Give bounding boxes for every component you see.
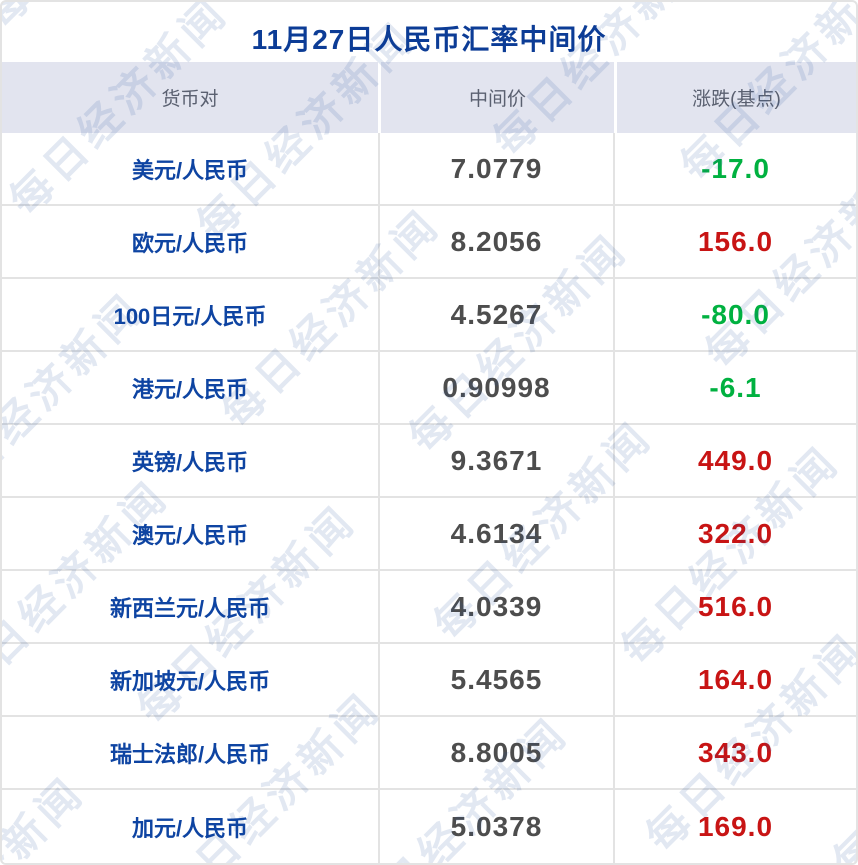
header-mid-price: 中间价 — [381, 62, 614, 133]
change-value: 169.0 — [697, 810, 774, 842]
currency-pair-cell: 新加坡元/人民币 — [2, 644, 380, 715]
table-row: 瑞士法郎/人民币 8.8005 343.0 — [2, 717, 856, 790]
mid-price-value: 4.6134 — [450, 517, 543, 549]
change-value: 516.0 — [697, 590, 774, 622]
mid-price-cell: 8.8005 — [380, 717, 615, 788]
title-bar: 11月27日人民币汇率中间价 — [2, 2, 856, 62]
table-row: 澳元/人民币 4.6134 322.0 — [2, 498, 856, 571]
change-value: 449.0 — [697, 444, 774, 476]
table-row: 100日元/人民币 4.5267 -80.0 — [2, 279, 856, 352]
change-value: 343.0 — [697, 736, 774, 768]
currency-pair-label: 欧元/人民币 — [131, 230, 249, 256]
mid-price-cell: 5.4565 — [380, 644, 615, 715]
header-currency-pair: 货币对 — [2, 62, 378, 133]
change-value: 322.0 — [697, 517, 774, 549]
currency-pair-cell: 瑞士法郎/人民币 — [2, 717, 380, 788]
change-cell: -80.0 — [615, 279, 856, 350]
currency-pair-cell: 英镑/人民币 — [2, 425, 380, 496]
change-value: 164.0 — [697, 663, 774, 695]
table-row: 欧元/人民币 8.2056 156.0 — [2, 206, 856, 279]
mid-price-cell: 8.2056 — [380, 206, 615, 277]
currency-pair-cell: 加元/人民币 — [2, 790, 380, 863]
table-row: 英镑/人民币 9.3671 449.0 — [2, 425, 856, 498]
currency-pair-cell: 新西兰元/人民币 — [2, 571, 380, 642]
change-cell: -6.1 — [615, 352, 856, 423]
mid-price-value: 9.3671 — [450, 444, 543, 476]
mid-price-value: 5.0378 — [450, 810, 543, 842]
currency-pair-label: 瑞士法郎/人民币 — [109, 741, 271, 767]
currency-pair-cell: 100日元/人民币 — [2, 279, 380, 350]
table-row: 新加坡元/人民币 5.4565 164.0 — [2, 644, 856, 717]
mid-price-cell: 4.5267 — [380, 279, 615, 350]
change-cell: 449.0 — [615, 425, 856, 496]
currency-pair-cell: 欧元/人民币 — [2, 206, 380, 277]
table-body: 美元/人民币 7.0779 -17.0 欧元/人民币 8.2056 156.0 … — [2, 133, 856, 863]
currency-pair-label: 100日元/人民币 — [113, 303, 267, 329]
mid-price-cell: 9.3671 — [380, 425, 615, 496]
table-header: 货币对 中间价 涨跌(基点) — [2, 62, 856, 133]
table-row: 新西兰元/人民币 4.0339 516.0 — [2, 571, 856, 644]
change-value: -6.1 — [709, 371, 762, 403]
mid-price-value: 5.4565 — [450, 663, 543, 695]
currency-pair-label: 港元/人民币 — [131, 376, 249, 402]
currency-pair-label: 美元/人民币 — [131, 157, 249, 183]
mid-price-cell: 7.0779 — [380, 133, 615, 204]
change-cell: 169.0 — [615, 790, 856, 863]
change-cell: -17.0 — [615, 133, 856, 204]
currency-pair-label: 澳元/人民币 — [131, 522, 249, 548]
mid-price-cell: 5.0378 — [380, 790, 615, 863]
mid-price-value: 4.0339 — [450, 590, 543, 622]
mid-price-value: 8.8005 — [450, 736, 543, 768]
currency-pair-label: 英镑/人民币 — [131, 449, 249, 475]
mid-price-value: 0.90998 — [442, 371, 551, 403]
table-row: 加元/人民币 5.0378 169.0 — [2, 790, 856, 863]
change-value: -80.0 — [701, 298, 770, 330]
mid-price-value: 8.2056 — [450, 225, 543, 257]
table-row: 美元/人民币 7.0779 -17.0 — [2, 133, 856, 206]
change-cell: 516.0 — [615, 571, 856, 642]
change-cell: 322.0 — [615, 498, 856, 569]
mid-price-cell: 4.0339 — [380, 571, 615, 642]
currency-pair-label: 新西兰元/人民币 — [109, 595, 271, 621]
change-cell: 156.0 — [615, 206, 856, 277]
currency-pair-label: 新加坡元/人民币 — [109, 668, 271, 694]
currency-pair-cell: 美元/人民币 — [2, 133, 380, 204]
currency-pair-label: 加元/人民币 — [131, 815, 249, 841]
mid-price-cell: 4.6134 — [380, 498, 615, 569]
change-cell: 343.0 — [615, 717, 856, 788]
currency-pair-cell: 港元/人民币 — [2, 352, 380, 423]
mid-price-value: 7.0779 — [450, 152, 543, 184]
change-value: 156.0 — [697, 225, 774, 257]
table-row: 港元/人民币 0.90998 -6.1 — [2, 352, 856, 425]
change-value: -17.0 — [701, 152, 770, 184]
change-cell: 164.0 — [615, 644, 856, 715]
mid-price-cell: 0.90998 — [380, 352, 615, 423]
page-title: 11月27日人民币汇率中间价 — [251, 24, 607, 55]
header-change: 涨跌(基点) — [617, 62, 856, 133]
mid-price-value: 4.5267 — [450, 298, 543, 330]
currency-pair-cell: 澳元/人民币 — [2, 498, 380, 569]
